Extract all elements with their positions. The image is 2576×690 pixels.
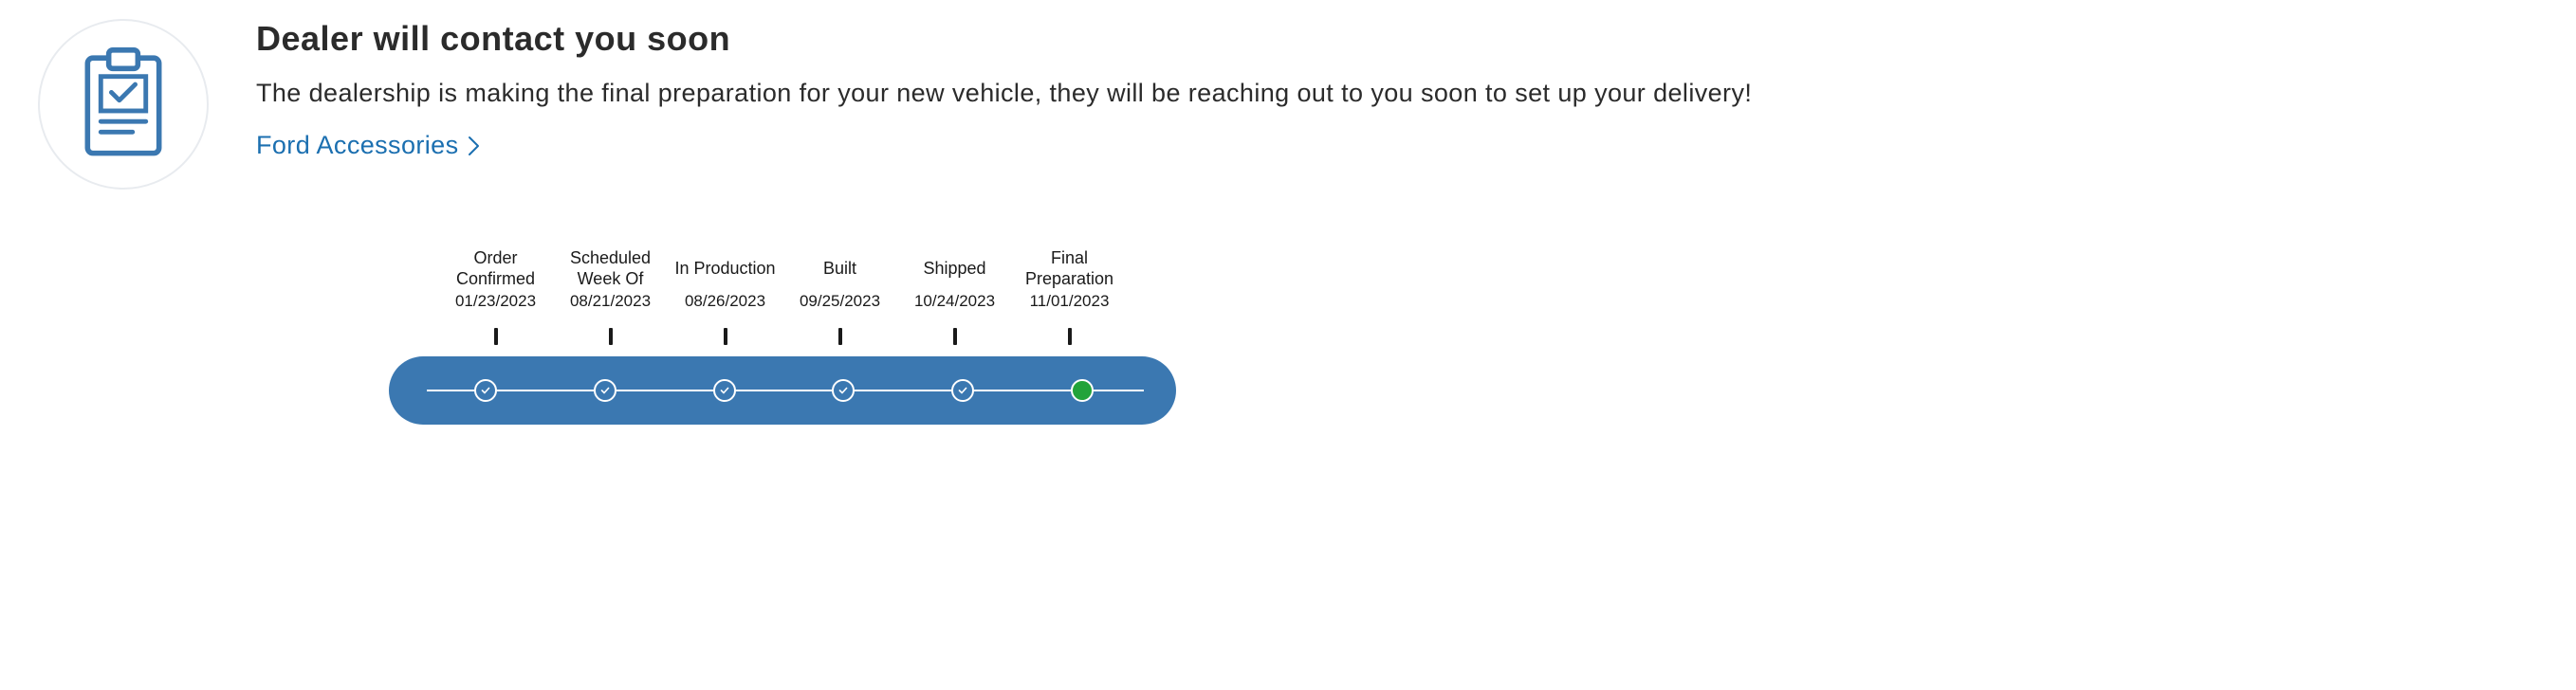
tracker-nodes-row xyxy=(427,379,1138,402)
tracker-node xyxy=(951,379,974,402)
tracker-node xyxy=(474,379,497,402)
tracker-step-label: Final Preparation 11/01/2023 xyxy=(1012,246,1127,345)
tracker-step-title: Shipped xyxy=(923,246,985,290)
tracker-step-tick xyxy=(838,328,842,345)
check-icon xyxy=(599,385,611,396)
tracker-step-label: Scheduled Week Of 08/21/2023 xyxy=(553,246,668,345)
tracker-step-title: Built xyxy=(823,246,856,290)
tracker-step-label: Built 09/25/2023 xyxy=(782,246,897,345)
status-header: Dealer will contact you soon The dealers… xyxy=(38,19,2538,190)
tracker-step-date: 08/26/2023 xyxy=(685,292,765,311)
tracker-step-tick xyxy=(609,328,613,345)
tracker-labels-row: Order Confirmed 01/23/2023 Scheduled Week … xyxy=(389,246,1176,345)
ford-accessories-link[interactable]: Ford Accessories xyxy=(256,131,481,160)
tracker-step-label: In Production 08/26/2023 xyxy=(668,246,782,345)
status-description: The dealership is making the final prepa… xyxy=(256,76,1752,110)
check-icon xyxy=(837,385,849,396)
status-text-block: Dealer will contact you soon The dealers… xyxy=(256,19,1752,160)
tracker-step-title: Order Confirmed xyxy=(456,246,535,290)
chevron-right-icon xyxy=(468,136,481,156)
tracker-step-date: 08/21/2023 xyxy=(570,292,651,311)
tracker-step-tick xyxy=(724,328,727,345)
tracker-step-label: Shipped 10/24/2023 xyxy=(897,246,1012,345)
tracker-step-title: In Production xyxy=(674,246,775,290)
tracker-node xyxy=(832,379,855,402)
tracker-step-date: 10/24/2023 xyxy=(914,292,995,311)
status-title: Dealer will contact you soon xyxy=(256,19,1752,59)
check-icon xyxy=(480,385,491,396)
check-icon xyxy=(719,385,730,396)
tracker-step-date: 11/01/2023 xyxy=(1030,292,1110,311)
tracker-step-date: 01/23/2023 xyxy=(455,292,536,311)
ford-accessories-link-text: Ford Accessories xyxy=(256,131,458,160)
tracker-step-tick xyxy=(953,328,957,345)
tracker-step-tick xyxy=(1068,328,1072,345)
clipboard-check-icon xyxy=(76,47,171,161)
tracker-node xyxy=(594,379,616,402)
tracker-node xyxy=(713,379,736,402)
tracker-step-date: 09/25/2023 xyxy=(800,292,880,311)
tracker-step-tick xyxy=(494,328,498,345)
tracker-pill xyxy=(389,356,1176,425)
tracker-step-label: Order Confirmed 01/23/2023 xyxy=(438,246,553,345)
tracker-step-title: Final Preparation xyxy=(1025,246,1113,290)
tracker-node-current xyxy=(1071,379,1094,402)
order-tracker: Order Confirmed 01/23/2023 Scheduled Week … xyxy=(389,246,1176,425)
tracker-step-title: Scheduled Week Of xyxy=(570,246,651,290)
check-icon xyxy=(957,385,968,396)
status-icon-circle xyxy=(38,19,209,190)
